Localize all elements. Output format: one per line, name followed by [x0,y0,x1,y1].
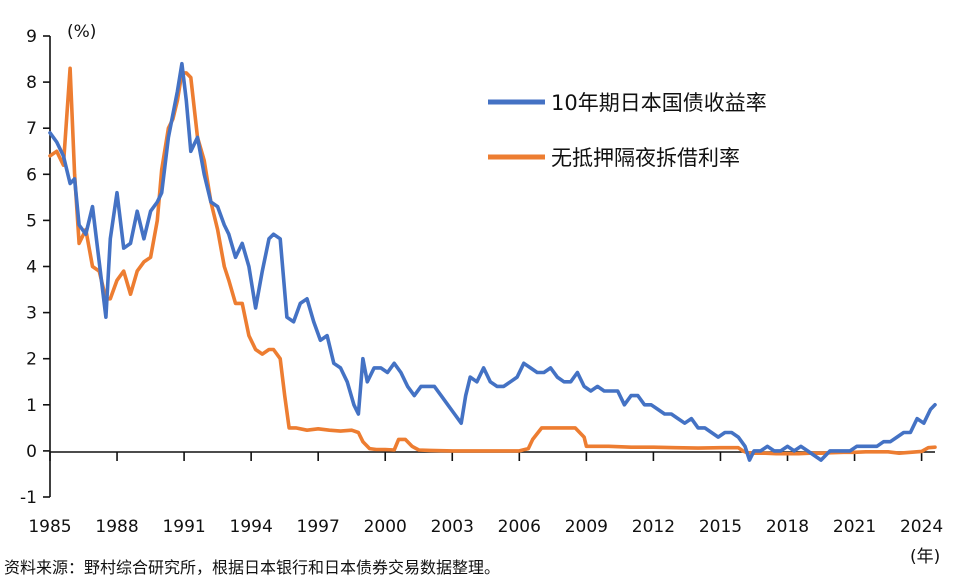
y-tick-label: 6 [26,165,37,185]
y-axis-unit: (%) [67,22,96,42]
x-tick-label: 2012 [632,517,675,537]
x-tick-label: 2015 [699,517,742,537]
legend-label-jgb-yield: 10年期日本国债收益率 [551,91,767,115]
x-axis: 1985 1988 1991 1994 1997 2000 2003 2006 2009 2012… [28,451,943,567]
x-tick-label: 1991 [162,517,205,537]
y-tick-label: 8 [26,73,37,93]
y-tick-label: 9 [26,27,37,47]
legend-label-call-rate: 无抵押隔夜拆借利率 [551,146,740,170]
y-tick-label: 7 [26,119,37,139]
series-lines [48,61,937,462]
x-tick-label: 2003 [431,517,474,537]
legend-item-call-rate: 无抵押隔夜拆借利率 [488,146,740,170]
source-note: 资料来源：野村综合研究所，根据日本银行和日本债券交易数据整理。 [4,558,501,577]
y-tick-label: 0 [26,442,37,462]
x-axis-unit: (年) [910,547,940,567]
x-tick-label: 2018 [766,517,809,537]
x-tick-label: 2021 [833,517,876,537]
y-tick-label: 3 [26,304,37,324]
y-axis-ticks: -1 0 1 2 3 4 5 6 7 8 9 [20,27,50,508]
y-tick-label: 2 [26,350,37,370]
x-tick-label: 1985 [28,517,71,537]
x-tick-label: 2006 [498,517,541,537]
x-tick-label: 2009 [565,517,608,537]
x-tick-label: 1994 [230,517,273,537]
x-tick-label: 1997 [297,517,340,537]
series-line-call-rate [48,66,937,456]
y-tick-label: 5 [26,211,37,231]
x-tick-label: 2024 [900,517,943,537]
x-tick-label: 1988 [95,517,138,537]
legend: 10年期日本国债收益率 无抵押隔夜拆借利率 [488,91,767,170]
y-axis: -1 0 1 2 3 4 5 6 7 8 9 (%) [20,22,96,508]
x-tick-label: 2000 [364,517,407,537]
series-line-jgb-yield [48,61,937,462]
legend-item-jgb-yield: 10年期日本国债收益率 [488,91,767,115]
y-tick-label: 4 [26,258,37,278]
y-tick-label: 1 [26,396,37,416]
x-axis-ticks: 1985 1988 1991 1994 1997 2000 2003 2006 2009 2012… [28,452,943,537]
y-tick-label: -1 [20,488,37,508]
